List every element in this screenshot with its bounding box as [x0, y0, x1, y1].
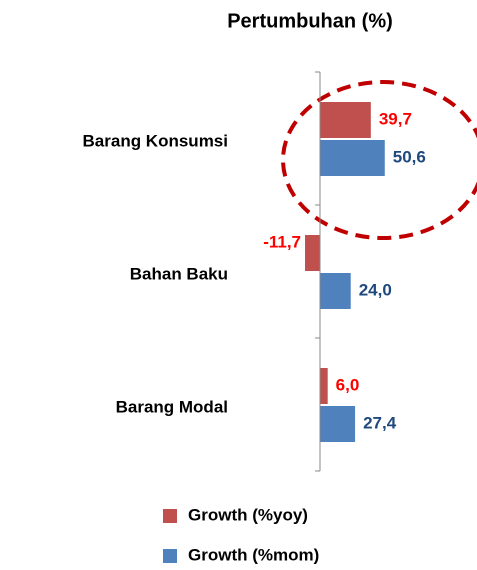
category-label: Barang Modal	[116, 397, 228, 416]
bar	[320, 368, 328, 404]
bar	[305, 235, 320, 271]
legend-swatch	[163, 509, 177, 523]
legend-label: Growth (%mom)	[188, 545, 319, 564]
value-label: 39,7	[379, 109, 412, 128]
category-label: Bahan Baku	[130, 264, 228, 283]
value-label: 27,4	[363, 413, 397, 432]
value-label: 24,0	[359, 280, 392, 299]
chart-title: Pertumbuhan (%)	[227, 10, 393, 32]
legend-label: Growth (%yoy)	[188, 505, 308, 524]
value-label: 50,6	[393, 147, 426, 166]
value-label: 6,0	[336, 375, 360, 394]
legend-swatch	[163, 549, 177, 563]
category-label: Barang Konsumsi	[83, 131, 228, 150]
bar	[320, 140, 385, 176]
bar	[320, 102, 371, 138]
bar	[320, 406, 356, 442]
bar	[320, 273, 351, 309]
highlight-ellipse	[281, 80, 477, 240]
value-label: -11,7	[263, 232, 301, 251]
